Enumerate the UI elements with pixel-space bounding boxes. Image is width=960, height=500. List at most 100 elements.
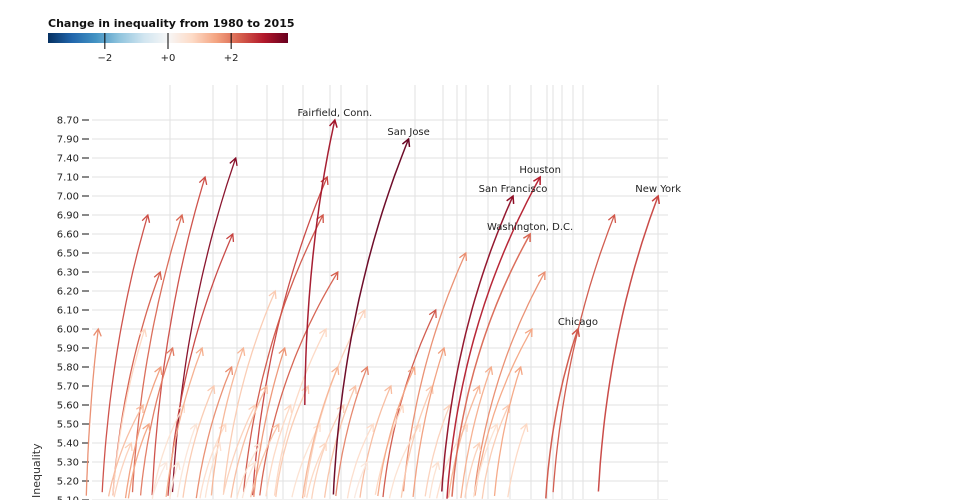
arrow-head: [316, 213, 324, 224]
arrow-head: [459, 251, 468, 262]
legend-title: Change in inequality from 1980 to 2015: [48, 17, 295, 30]
arrow: [165, 347, 203, 497]
arrow: [230, 385, 268, 498]
arrow: [171, 157, 237, 493]
arrow: [139, 347, 174, 496]
arrow: [382, 309, 437, 498]
arrow-head: [248, 460, 257, 471]
arrow: [259, 271, 339, 496]
arrow-san-jose: [332, 138, 410, 495]
arrow-chicago-head: [571, 327, 581, 338]
arrow-head: [384, 384, 393, 395]
arrow-head: [229, 156, 238, 166]
arrow: [151, 176, 206, 496]
y-tick-label: 8.70: [57, 116, 79, 127]
arrow: [151, 461, 168, 498]
arrow: [275, 385, 309, 498]
arrow: [447, 385, 480, 498]
arrow: [222, 290, 276, 493]
arrow-chicago: [545, 328, 579, 499]
arrow: [204, 442, 221, 498]
y-tick-label: 5.90: [57, 344, 79, 355]
arrow: [151, 404, 185, 499]
arrow-head: [428, 308, 437, 319]
arrow: [253, 347, 286, 497]
arrow: [359, 385, 392, 498]
arrow: [400, 385, 433, 498]
arrow-head: [278, 346, 287, 356]
arrow-head: [207, 384, 216, 395]
arrow: [424, 404, 451, 497]
y-axis-label: Inequality: [30, 443, 43, 498]
arrow-washington-d-c--head: [522, 232, 531, 243]
arrow-houston-head: [533, 175, 541, 186]
y-tick-label: 5.80: [57, 363, 79, 374]
arrow-head: [175, 213, 185, 223]
arrow: [402, 252, 467, 492]
arrow: [428, 461, 439, 499]
arrow: [436, 423, 469, 499]
y-tick-label: 6.90: [57, 211, 79, 222]
arrow-head: [135, 403, 144, 414]
arrow-head: [236, 346, 246, 357]
arrow: [412, 347, 445, 497]
arrow: [169, 461, 180, 499]
arrow: [242, 214, 324, 493]
arrow-head: [437, 346, 447, 356]
arrow-san-jose-head: [401, 137, 411, 148]
arrow: [311, 404, 345, 499]
y-tick-label: 7.00: [57, 192, 79, 203]
arrow-fairfield-conn-: [304, 119, 336, 406]
city-label: San Jose: [387, 127, 429, 138]
arrow-head: [407, 365, 416, 376]
y-tick-label: 5.40: [57, 439, 79, 450]
arrow: [473, 271, 546, 496]
arrow: [131, 214, 183, 493]
arrow-head: [166, 346, 175, 357]
y-tick-label: 5.70: [57, 382, 79, 393]
arrow-head: [330, 270, 339, 281]
arrow-head: [524, 327, 533, 338]
city-label: Fairfield, Conn.: [297, 108, 372, 119]
arrow: [236, 442, 262, 498]
arrow-head: [318, 327, 327, 338]
city-label: San Francisco: [479, 184, 548, 195]
arrow-head: [357, 308, 366, 319]
arrow: [493, 366, 522, 497]
arrow-san-francisco: [441, 195, 514, 492]
arrow-head: [153, 270, 163, 281]
arrow-head: [301, 384, 310, 395]
arrow: [251, 176, 328, 496]
city-label: Washington, D.C.: [487, 222, 573, 233]
city-labels: Fairfield, Conn. San Jose Houston San Franc…: [297, 108, 681, 328]
arrow: [507, 423, 528, 498]
arrow-head: [226, 232, 235, 243]
y-tick-label: 6.50: [57, 249, 79, 260]
y-tick-label: 6.20: [57, 287, 79, 298]
arrow: [241, 461, 256, 499]
arrow-head: [484, 365, 494, 376]
arrow: [124, 366, 162, 499]
arrow: [474, 328, 533, 496]
y-axis: 8.70 7.90 7.40 7.10 7.00 6.90 6.60 6.50 6.30 6.20…: [57, 116, 89, 500]
legend-tick-label: −2: [97, 53, 112, 64]
y-tick-label: 5.50: [57, 420, 79, 431]
y-tick-label: 5.60: [57, 401, 79, 412]
arrow-head: [312, 422, 321, 433]
arrow-head: [195, 346, 204, 357]
arrow-head: [271, 422, 280, 433]
arrow: [301, 366, 339, 499]
color-legend: −2 +0 +2: [48, 33, 288, 64]
arrow-head: [360, 365, 369, 376]
arrow-head: [607, 213, 617, 224]
arrow-head: [318, 441, 327, 452]
arrow: [210, 347, 245, 496]
legend-tick-label: +2: [224, 53, 239, 64]
arrow: [323, 385, 357, 498]
arrow-head: [514, 365, 523, 375]
y-tick-label: 5.10: [57, 496, 79, 500]
arrow-head: [172, 460, 181, 470]
arrow-head: [159, 460, 168, 471]
arrow-new-york: [597, 195, 659, 492]
arrow-head: [141, 213, 151, 223]
